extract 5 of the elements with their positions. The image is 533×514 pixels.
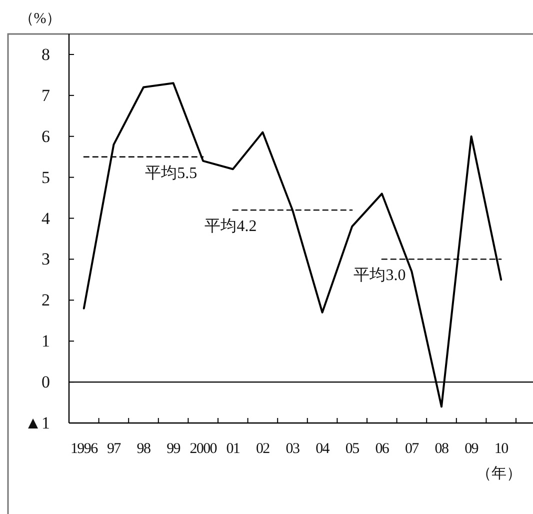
annotation: 平均4.2: [204, 218, 257, 236]
annotation: 平均3.0: [354, 267, 406, 284]
xlabel: （年）: [476, 466, 522, 482]
ylabel: （%）: [18, 11, 62, 27]
annotation: 平均5.5: [145, 164, 198, 182]
